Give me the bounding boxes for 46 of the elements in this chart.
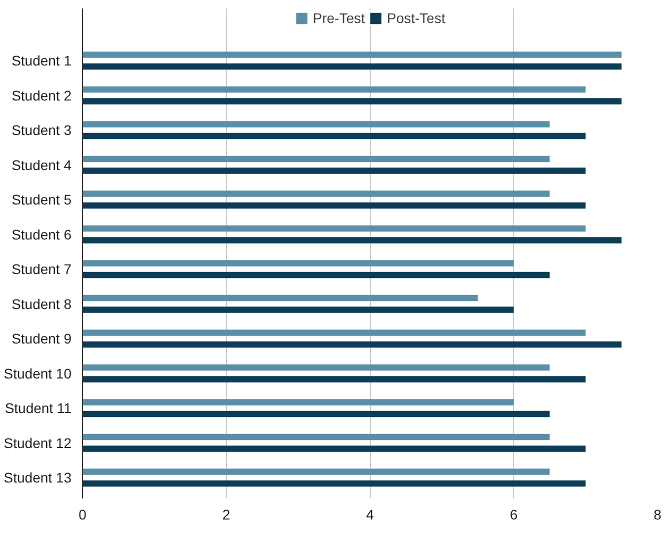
bar bbox=[82, 202, 586, 209]
bar bbox=[82, 225, 586, 232]
legend-label: Pre-Test bbox=[312, 10, 365, 26]
bar bbox=[82, 121, 550, 128]
y-tick-label: Student 11 bbox=[4, 400, 72, 416]
bar bbox=[82, 410, 550, 418]
bar bbox=[82, 168, 586, 174]
bar bbox=[82, 272, 550, 278]
bar bbox=[82, 399, 514, 406]
x-tick-label: 2 bbox=[222, 506, 230, 522]
bar bbox=[82, 468, 550, 475]
bar bbox=[82, 98, 622, 104]
bar bbox=[82, 376, 586, 382]
bar bbox=[82, 237, 622, 244]
legend-label: Post-Test bbox=[386, 10, 446, 26]
bar bbox=[82, 190, 550, 197]
bar bbox=[82, 446, 586, 452]
y-tick-label: Student 5 bbox=[12, 192, 72, 208]
bar bbox=[82, 330, 586, 336]
bar bbox=[82, 86, 586, 93]
bar bbox=[82, 434, 550, 440]
x-tick-label: 8 bbox=[654, 506, 662, 522]
bar bbox=[82, 341, 622, 348]
y-tick-label: Student 8 bbox=[12, 296, 72, 312]
bar bbox=[82, 364, 550, 371]
bar bbox=[82, 480, 586, 487]
y-tick-label: Student 3 bbox=[12, 122, 72, 138]
y-tick-label: Student 2 bbox=[12, 87, 72, 104]
bar bbox=[82, 294, 478, 302]
x-tick-label: 0 bbox=[78, 506, 87, 522]
bar bbox=[82, 132, 586, 140]
y-tick-label: Student 13 bbox=[4, 470, 72, 486]
y-tick-label: Student 9 bbox=[12, 330, 72, 347]
y-tick-label: Student 1 bbox=[12, 52, 72, 69]
bar bbox=[82, 52, 622, 58]
x-tick-label: 4 bbox=[366, 506, 374, 522]
y-tick-label: Student 6 bbox=[12, 226, 72, 242]
y-tick-label: Student 10 bbox=[4, 365, 72, 382]
y-tick-label: Student 12 bbox=[4, 434, 72, 451]
y-tick-label: Student 4 bbox=[12, 156, 72, 173]
bar bbox=[82, 306, 514, 313]
bar bbox=[82, 156, 550, 162]
bar bbox=[82, 63, 622, 70]
y-tick-label: Student 7 bbox=[12, 261, 72, 278]
x-tick-label: 6 bbox=[510, 506, 518, 522]
bar bbox=[82, 260, 514, 266]
